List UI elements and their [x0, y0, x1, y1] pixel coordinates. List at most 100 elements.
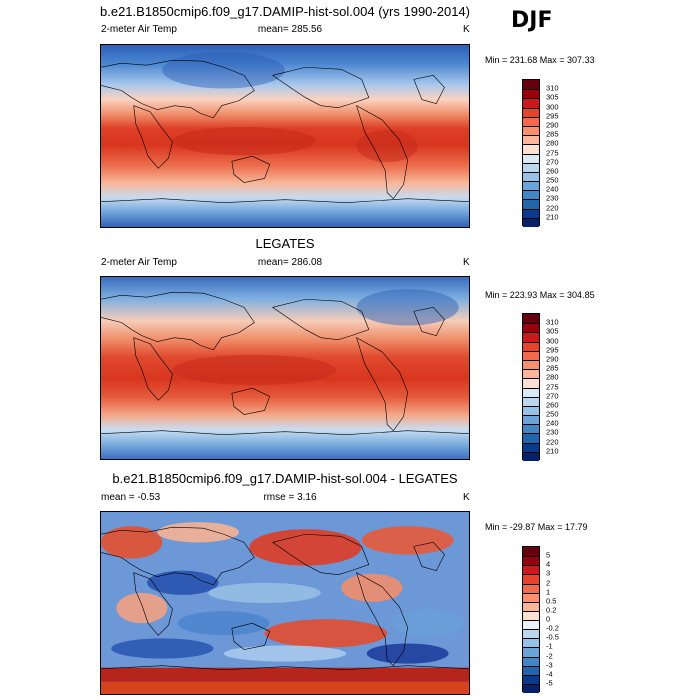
colorbar-tick-label: 0.2 — [546, 605, 557, 615]
colorbar-tick-label: 290 — [546, 120, 559, 130]
colorbar-swatch — [523, 565, 539, 575]
colorbar-swatch — [523, 620, 539, 630]
panel-3-units-label: K — [463, 492, 470, 503]
colorbar-swatch — [523, 153, 539, 163]
colorbar-tick-label: 310 — [546, 83, 559, 93]
colorbar-swatch — [523, 656, 539, 666]
colorbar-tick-label: 280 — [546, 138, 559, 148]
colorbar-tick-label: 3 — [546, 568, 551, 578]
panel-3-minmax: Min = -29.87 Max = 17.79 — [485, 522, 588, 532]
colorbar-swatch — [523, 415, 539, 425]
colorbar-swatch — [523, 683, 539, 693]
panel-1-variable-label: 2-meter Air Temp — [101, 24, 177, 35]
colorbar-tick-label: 295 — [546, 111, 559, 121]
colorbar-swatch — [523, 135, 539, 145]
colorbar-swatch — [523, 181, 539, 191]
colorbar-swatch — [523, 629, 539, 639]
colorbar-swatch — [523, 171, 539, 182]
colorbar-swatch — [523, 332, 539, 342]
colorbar-tick-label: 0 — [546, 614, 551, 624]
colorbar-swatch — [523, 314, 539, 324]
colorbar-tick-label: -0.2 — [546, 623, 559, 633]
panel-2-title: LEGATES — [255, 236, 315, 251]
colorbar-swatch — [523, 116, 539, 126]
colorbar-tick-label: -2 — [546, 651, 553, 660]
panel-2-colorbar — [522, 313, 540, 461]
panel-2-map — [100, 276, 470, 460]
colorbar-swatch — [523, 162, 539, 172]
panel-3-map — [100, 511, 470, 695]
colorbar-tick-label: 285 — [546, 129, 559, 139]
colorbar-tick-label: -4 — [546, 669, 553, 679]
colorbar-swatch — [523, 89, 539, 99]
colorbar-tick-label: 305 — [546, 326, 559, 336]
colorbar-tick-label: 250 — [546, 175, 559, 185]
colorbar-tick-label: 275 — [546, 148, 559, 157]
colorbar-swatch — [523, 647, 539, 657]
panel-3-title: b.e21.B1850cmip6.f09_g17.DAMIP-hist-sol.… — [112, 471, 458, 486]
colorbar-tick-label: 305 — [546, 92, 559, 102]
colorbar-swatch — [523, 396, 539, 406]
colorbar-tick-label: 300 — [546, 336, 559, 346]
panel-1-map-graphic — [101, 45, 469, 227]
panel-1-units-label: K — [463, 24, 470, 35]
colorbar-swatch — [523, 341, 539, 351]
colorbar-swatch — [523, 610, 539, 620]
colorbar-tick-label: 2 — [546, 578, 551, 587]
colorbar-tick-label: -5 — [546, 678, 553, 688]
panel-1-mean-label: mean= 285.56 — [257, 24, 323, 35]
colorbar-swatch — [523, 378, 539, 388]
colorbar-tick-label: 4 — [546, 559, 551, 569]
colorbar-swatch — [523, 442, 539, 452]
colorbar-swatch — [523, 405, 539, 416]
colorbar-swatch — [523, 144, 539, 154]
panel-3-map-graphic — [101, 512, 469, 694]
colorbar-tick-label: 270 — [546, 391, 559, 401]
colorbar-tick-label: 295 — [546, 345, 559, 355]
colorbar-swatch — [523, 98, 539, 108]
colorbar-tick-label: 280 — [546, 372, 559, 382]
colorbar-tick-label: 270 — [546, 157, 559, 167]
colorbar-swatch — [523, 387, 539, 397]
colorbar-tick-label: -1 — [546, 641, 553, 651]
panel-2-mean-label: mean= 286.08 — [257, 257, 323, 268]
panel-1-map — [100, 44, 470, 228]
panel-3-colorbar — [522, 546, 540, 693]
colorbar-tick-label: 230 — [546, 427, 559, 437]
colorbar-tick-label: 5 — [546, 550, 551, 560]
season-label: DJF — [511, 8, 553, 33]
colorbar-tick-label: 240 — [546, 418, 559, 428]
colorbar-tick-label: -0.5 — [546, 632, 559, 642]
colorbar-tick-label: 285 — [546, 363, 559, 373]
colorbar-tick-label: 275 — [546, 382, 559, 391]
colorbar-tick-label: 290 — [546, 354, 559, 364]
colorbar-tick-label: 0.5 — [546, 596, 557, 606]
panel-2-minmax: Min = 223.93 Max = 304.85 — [485, 290, 595, 300]
colorbar-tick-label: 310 — [546, 317, 559, 327]
colorbar-tick-label: 230 — [546, 193, 559, 203]
panel-2-variable-label: 2-meter Air Temp — [101, 257, 177, 268]
panel-3-rmse-label: rmse = 3.16 — [263, 492, 317, 503]
colorbar-swatch — [523, 574, 539, 584]
colorbar-swatch — [523, 190, 539, 200]
colorbar-tick-label: 300 — [546, 102, 559, 112]
colorbar-tick-label: 220 — [546, 437, 559, 447]
colorbar-swatch — [523, 674, 539, 684]
colorbar-tick-label: 260 — [546, 166, 559, 176]
colorbar-swatch — [523, 638, 539, 648]
colorbar-swatch — [523, 369, 539, 379]
colorbar-swatch — [523, 583, 539, 593]
colorbar-swatch — [523, 107, 539, 117]
colorbar-swatch — [523, 556, 539, 566]
colorbar-swatch — [523, 592, 539, 602]
colorbar-swatch — [523, 451, 539, 461]
colorbar-swatch — [523, 359, 539, 370]
colorbar-tick-label: -3 — [546, 660, 553, 670]
colorbar-tick-label: 240 — [546, 184, 559, 194]
colorbar-tick-label: 210 — [546, 212, 559, 222]
colorbar-swatch — [523, 424, 539, 434]
colorbar-tick-label: 260 — [546, 400, 559, 410]
colorbar-tick-label: 1 — [546, 587, 551, 597]
panel-2-units-label: K — [463, 257, 470, 268]
colorbar-tick-label: 210 — [546, 446, 559, 456]
